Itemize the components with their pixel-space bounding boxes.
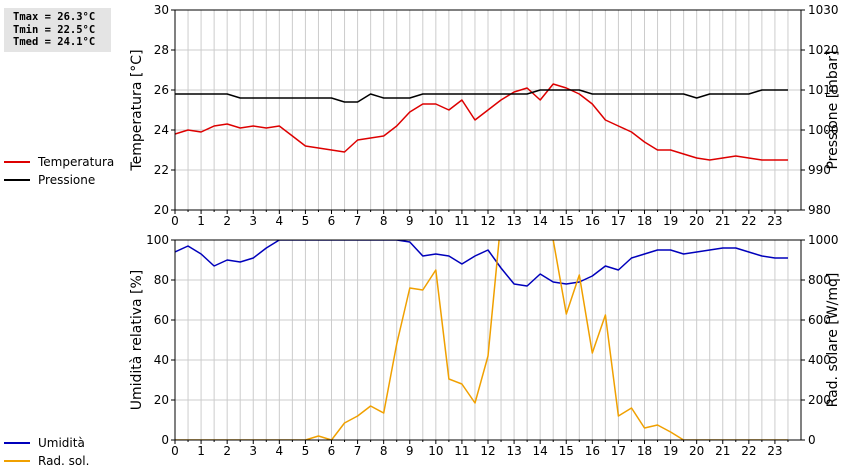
chart1-y2tick-label: 990	[808, 163, 831, 177]
legend-label-temperature: Temperatura	[38, 155, 115, 169]
chart1-xtick-label: 0	[171, 214, 179, 228]
chart1-xtick-label: 1	[197, 214, 205, 228]
chart2-xtick-label: 6	[328, 444, 336, 458]
chart1-xtick-label: 8	[380, 214, 388, 228]
legend-swatch-temperature	[4, 161, 30, 163]
chart1-ytick-label: 22	[154, 163, 169, 177]
legend-label-humidity: Umidità	[38, 436, 85, 450]
stats-tmed: Tmed = 24.1°C	[13, 36, 96, 48]
chart1-xtick-label: 7	[354, 214, 362, 228]
chart2-frame	[174, 239, 802, 441]
chart2-xtick-label: 15	[559, 444, 574, 458]
chart1-y2tick-label: 1030	[808, 3, 839, 17]
legend-swatch-humidity	[4, 442, 30, 444]
chart2-series-1-line	[175, 240, 788, 287]
chart2-y2tick-label: 600	[808, 313, 831, 327]
chart1-xtick-label: 2	[223, 214, 231, 228]
chart2-y2tick-label: 400	[808, 353, 831, 367]
chart2-xtick-label: 2	[223, 444, 231, 458]
chart1-xtick-label: 13	[506, 214, 521, 228]
chart2-xtick-label: 18	[637, 444, 652, 458]
chart1-xtick-label: 5	[302, 214, 310, 228]
chart2-ytick-label: 100	[146, 233, 169, 247]
chart2-xtick-label: 17	[611, 444, 626, 458]
chart2-xtick-label: 16	[585, 444, 600, 458]
chart2-ytick-label: 60	[154, 313, 169, 327]
chart2-ytick-label: 0	[161, 433, 169, 447]
chart2-xtick-label: 0	[171, 444, 179, 458]
chart2-ytick-label: 20	[154, 393, 169, 407]
chart1-xtick-label: 18	[637, 214, 652, 228]
chart1-ytick-label: 26	[154, 83, 169, 97]
chart2-y2label: Rad. solare [W/mq]	[825, 273, 841, 408]
chart1-xtick-label: 20	[689, 214, 704, 228]
legend-item-humidity: Umidità	[4, 434, 89, 452]
chart2-ylabel: Umidità relativa [%]	[129, 270, 145, 411]
chart2-xtick-label: 14	[533, 444, 548, 458]
chart2-xtick-label: 1	[197, 444, 205, 458]
chart1-ytick-label: 24	[154, 123, 169, 137]
chart2-xtick-label: 21	[715, 444, 730, 458]
chart1-xtick-label: 11	[454, 214, 469, 228]
chart1-ylabel: Temperatura [°C]	[129, 49, 145, 171]
chart1-xtick-label: 3	[249, 214, 257, 228]
stats-tmax: Tmax = 26.3°C	[13, 11, 96, 23]
chart1-xtick-label: 17	[611, 214, 626, 228]
chart2-y2tick-label: 200	[808, 393, 831, 407]
chart2-xtick-label: 9	[406, 444, 414, 458]
chart1-xtick-label: 23	[767, 214, 782, 228]
legend-item-temperature: Temperatura	[4, 153, 114, 171]
chart2-xtick-label: 19	[663, 444, 678, 458]
chart1-xtick-label: 6	[328, 214, 336, 228]
chart1-y2tick-label: 1010	[808, 83, 839, 97]
chart1-series-1-line	[175, 83, 788, 161]
chart1-ytick-label: 20	[154, 203, 169, 217]
chart1-xtick-label: 10	[428, 214, 443, 228]
chart1-series-2-line	[175, 89, 788, 103]
chart1-xtick-label: 4	[276, 214, 284, 228]
chart1-xtick-label: 19	[663, 214, 678, 228]
chart2-xtick-label: 11	[454, 444, 469, 458]
chart2-xtick-label: 3	[249, 444, 257, 458]
chart2-xtick-label: 5	[302, 444, 310, 458]
legend-top: Temperatura Pressione	[4, 153, 114, 189]
stats-tmin: Tmin = 22.5°C	[13, 23, 96, 36]
chart2-xtick-label: 22	[741, 444, 756, 458]
chart1-xtick-label: 21	[715, 214, 730, 228]
chart2-series-2-line	[175, 240, 788, 440]
chart1-xtick-label: 22	[741, 214, 756, 228]
chart1-xtick-label: 9	[406, 214, 414, 228]
chart1-ytick-label: 30	[154, 3, 169, 17]
chart2-xtick-label: 13	[506, 444, 521, 458]
chart2-xtick-label: 8	[380, 444, 388, 458]
chart1-y2label: Pressione [mbar]	[825, 50, 841, 169]
chart2-y2tick-label: 800	[808, 273, 831, 287]
chart1-xtick-label: 12	[480, 214, 495, 228]
legend-swatch-radiation	[4, 460, 30, 462]
chart2-xtick-label: 4	[276, 444, 284, 458]
chart2-xtick-label: 23	[767, 444, 782, 458]
chart2-xtick-label: 12	[480, 444, 495, 458]
chart2-y2tick-label: 1000	[808, 233, 839, 247]
chart1-y2tick-label: 1020	[808, 43, 839, 57]
chart1-y2tick-label: 1000	[808, 123, 839, 137]
chart1-xtick-label: 16	[585, 214, 600, 228]
chart2-ytick-label: 40	[154, 353, 169, 367]
legend-label-pressure: Pressione	[38, 173, 96, 187]
stats-box: Tmax = 26.3°C Tmin = 22.5°C Tmed = 24.1°…	[4, 8, 111, 52]
chart2-ytick-label: 80	[154, 273, 169, 287]
chart1-frame	[174, 9, 802, 211]
chart2-xtick-label: 7	[354, 444, 362, 458]
legend-item-pressure: Pressione	[4, 171, 114, 189]
chart1-xtick-label: 14	[533, 214, 548, 228]
chart2-xtick-label: 10	[428, 444, 443, 458]
chart2-y2tick-label: 0	[808, 433, 816, 447]
chart1-y2tick-label: 980	[808, 203, 831, 217]
chart2-xtick-label: 20	[689, 444, 704, 458]
chart1-ytick-label: 28	[154, 43, 169, 57]
legend-swatch-pressure	[4, 179, 30, 181]
chart1-xtick-label: 15	[559, 214, 574, 228]
